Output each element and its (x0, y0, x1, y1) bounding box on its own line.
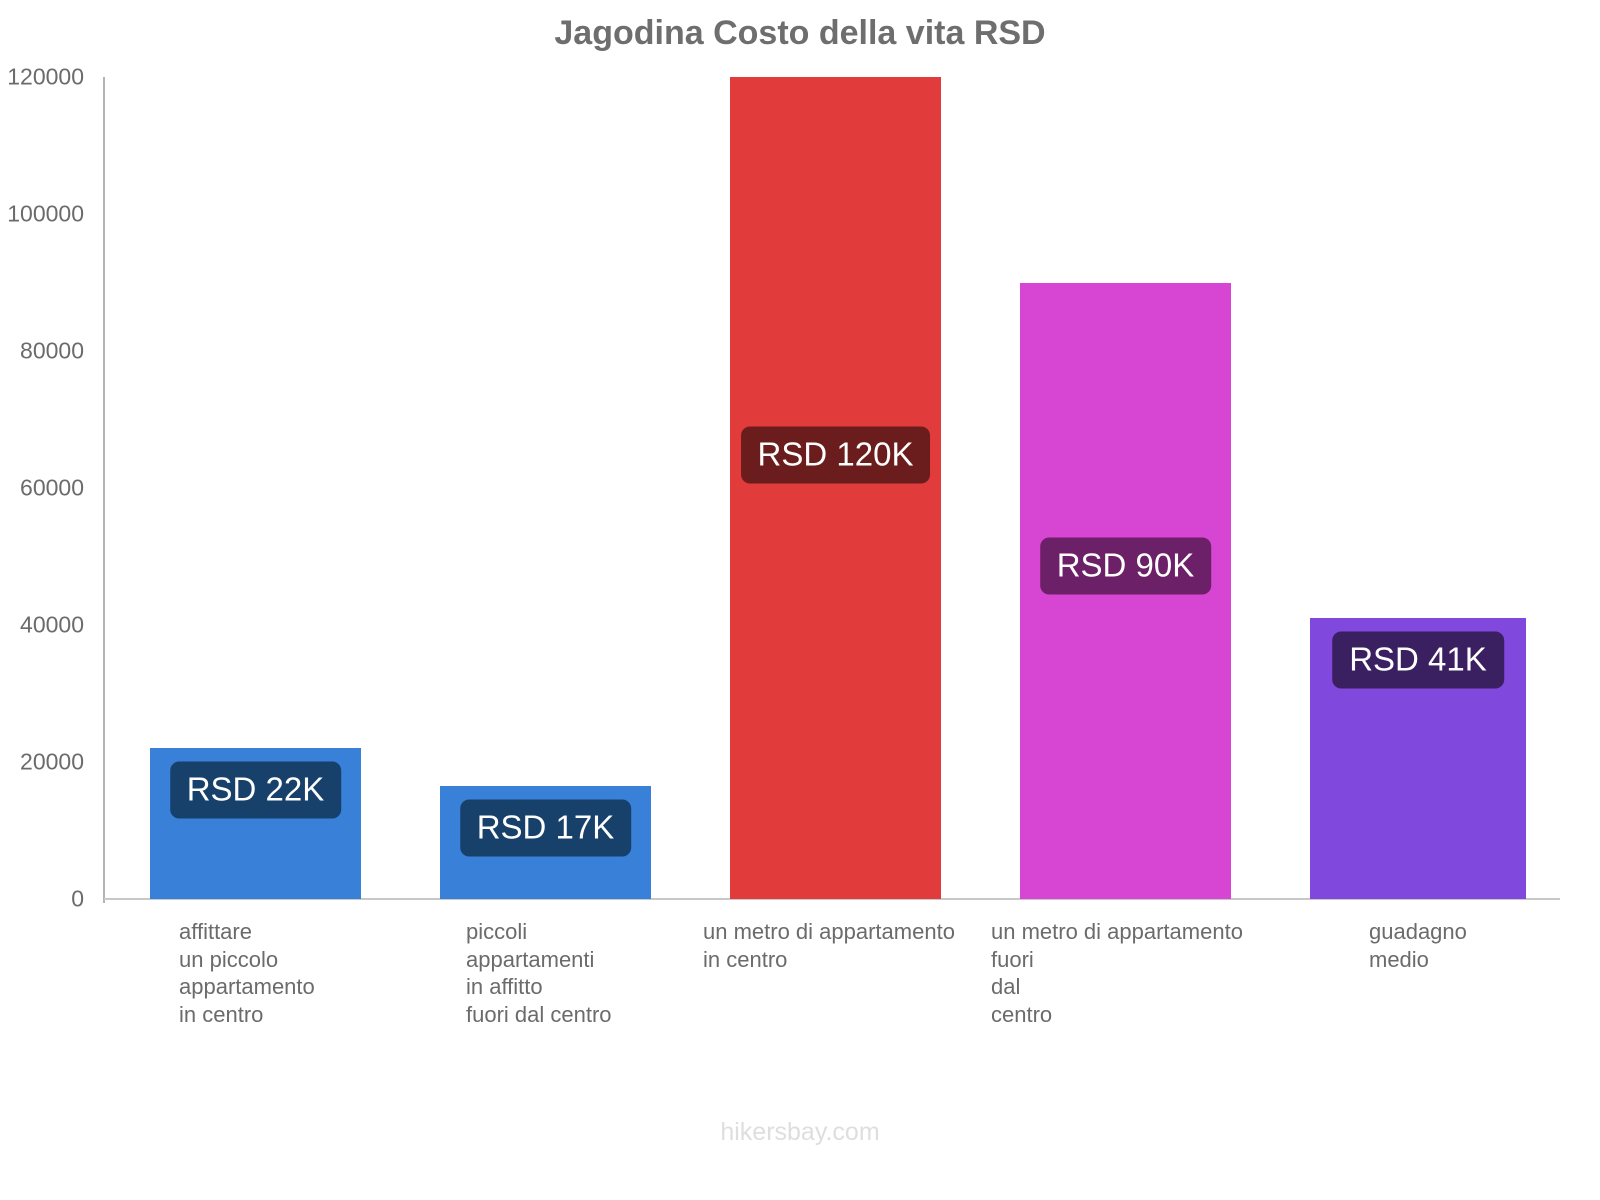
x-axis-label-1: affittare un piccolo appartamento in cen… (179, 919, 315, 1027)
x-axis-label-3: un metro di appartamento in centro (703, 919, 955, 972)
bar-value-label-4: RSD 90K (1039, 537, 1212, 595)
x-axis-label-5: guadagno medio (1369, 919, 1467, 972)
y-axis-tick-20000: 20000 (20, 748, 84, 775)
bar-value-label-1: RSD 22K (169, 761, 342, 819)
x-axis-label-4: un metro di appartamento fuori dal centr… (991, 919, 1243, 1027)
bar-value-label-2: RSD 17K (459, 799, 632, 857)
bar-value-label-3: RSD 120K (740, 426, 931, 484)
y-axis-tick-80000: 80000 (20, 337, 84, 364)
x-axis-label-2: piccoli appartamenti in affitto fuori da… (466, 919, 612, 1027)
bar-value-label-5: RSD 41K (1332, 631, 1504, 689)
page-title: Jagodina Costo della vita RSD (554, 14, 1046, 52)
y-axis-line (103, 77, 105, 903)
y-axis-tick-100000: 100000 (7, 200, 84, 227)
x-axis-line (104, 898, 1560, 900)
y-axis-tick-60000: 60000 (20, 474, 84, 501)
footer-watermark: hikersbay.com (720, 1118, 880, 1146)
y-axis-tick-0: 0 (71, 885, 84, 912)
y-axis-tick-120000: 120000 (7, 63, 84, 90)
bar-3[interactable] (730, 77, 941, 899)
y-axis-tick-40000: 40000 (20, 611, 84, 638)
